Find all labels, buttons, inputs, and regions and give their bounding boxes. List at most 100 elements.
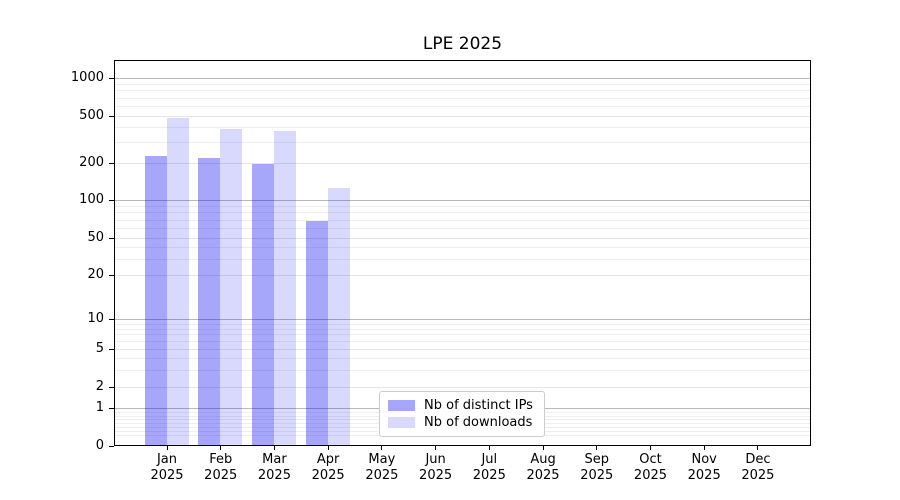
x-tick-label-mar: Mar 2025 <box>247 452 301 483</box>
x-tick-label-line: Jan <box>156 452 178 467</box>
x-tick-label-line: 2025 <box>365 467 399 483</box>
x-tick-label-line: Dec <box>745 452 771 467</box>
x-tick-label-line: Feb <box>209 452 233 467</box>
x-tick-jan <box>166 446 168 450</box>
x-tick-apr <box>327 446 329 450</box>
x-tick-label-oct: Oct 2025 <box>623 452 677 483</box>
y-tick-label-2: 2 <box>95 379 104 394</box>
gridline-minor <box>115 127 810 129</box>
legend-label-distinct-ips: Nb of distinct IPs <box>424 398 533 413</box>
gridline-2 <box>115 387 810 388</box>
gridline-5 <box>115 349 810 350</box>
bar-nb-of-distinct-ips-feb <box>198 158 221 445</box>
y-tick-label-50: 50 <box>87 230 104 245</box>
x-tick-oct <box>649 446 651 450</box>
x-tick-label-jul: Jul 2025 <box>462 452 516 483</box>
gridline-minor <box>115 219 810 221</box>
x-tick-feb <box>220 446 222 450</box>
x-tick-sep <box>596 446 598 450</box>
x-tick-label-line: May <box>368 452 396 467</box>
chart-title: LPE 2025 <box>422 34 503 54</box>
gridline-200 <box>115 163 810 164</box>
gridline-minor <box>115 90 810 92</box>
gridline-minor <box>115 341 810 343</box>
y-tick-1000 <box>109 77 114 79</box>
x-tick-dec <box>757 446 759 450</box>
gridline-minor <box>115 334 810 336</box>
y-tick-label-10: 10 <box>87 311 104 326</box>
x-tick-label-line: Sep <box>584 452 609 467</box>
bar-nb-of-distinct-ips-apr <box>305 221 328 445</box>
x-tick-may <box>381 446 383 450</box>
gridline-1000 <box>115 78 810 79</box>
x-tick-label-line: Mar <box>262 452 287 467</box>
x-tick-nov <box>703 446 705 450</box>
gridline-100 <box>115 200 810 201</box>
x-tick-label-line: Jun <box>425 452 446 467</box>
bar-nb-of-distinct-ips-jan <box>144 155 167 445</box>
x-tick-label-apr: Apr 2025 <box>301 452 355 483</box>
x-tick-label-line: 2025 <box>526 467 560 483</box>
x-tick-label-feb: Feb 2025 <box>194 452 248 483</box>
gridline-minor <box>115 212 810 214</box>
x-tick-label-line: 2025 <box>257 467 291 483</box>
gridline-minor <box>115 358 810 360</box>
x-tick-label-dec: Dec 2025 <box>731 452 785 483</box>
y-tick-label-1000: 1000 <box>70 70 104 85</box>
plot-area <box>114 60 811 446</box>
y-tick-50 <box>109 237 114 239</box>
gridline-minor <box>115 205 810 207</box>
y-tick-label-1: 1 <box>95 400 104 415</box>
y-tick-100 <box>109 199 114 201</box>
x-tick-label-line: Oct <box>639 452 662 467</box>
bar-nb-of-downloads-mar <box>273 131 296 445</box>
x-tick-aug <box>542 446 544 450</box>
gridline-minor <box>115 83 810 85</box>
gridline-minor <box>115 323 810 325</box>
x-tick-label-line: 2025 <box>472 467 506 483</box>
x-tick-label-line: Apr <box>316 452 340 467</box>
y-tick-5 <box>109 348 114 350</box>
y-tick-label-0: 0 <box>95 438 104 453</box>
y-tick-20 <box>109 274 114 276</box>
y-tick-label-100: 100 <box>79 192 104 207</box>
gridline-minor <box>115 370 810 372</box>
legend-swatch-downloads-icon <box>388 417 415 428</box>
gridline-500 <box>115 116 810 117</box>
legend: Nb of distinct IPs Nb of downloads <box>379 391 545 437</box>
gridline-minor <box>115 328 810 330</box>
y-tick-label-200: 200 <box>79 155 104 170</box>
x-tick-label-line: 2025 <box>150 467 184 483</box>
bar-nb-of-downloads-feb <box>220 128 243 445</box>
y-tick-label-20: 20 <box>87 267 104 282</box>
bar-nb-of-distinct-ips-mar <box>251 164 274 445</box>
y-tick-label-500: 500 <box>79 108 104 123</box>
x-tick-label-line: 2025 <box>311 467 345 483</box>
legend-swatch-distinct-ips-icon <box>388 400 415 411</box>
y-tick-200 <box>109 162 114 164</box>
x-tick-label-line: 2025 <box>633 467 668 483</box>
x-tick-label-line: Aug <box>530 452 556 467</box>
x-tick-mar <box>273 446 275 450</box>
y-tick-1 <box>109 407 114 409</box>
legend-label-downloads: Nb of downloads <box>424 415 533 430</box>
x-tick-label-line: Jul <box>481 452 498 467</box>
gridline-minor <box>115 247 810 248</box>
x-tick-label-line: 2025 <box>741 467 775 483</box>
x-tick-label-sep: Sep 2025 <box>570 452 624 483</box>
y-tick-label-5: 5 <box>95 341 104 356</box>
gridline-minor <box>115 142 810 144</box>
x-tick-label-aug: Aug 2025 <box>516 452 570 483</box>
y-tick-10 <box>109 318 114 320</box>
gridline-20 <box>115 275 810 276</box>
legend-item-downloads: Nb of downloads <box>388 414 536 431</box>
x-tick-label-nov: Nov 2025 <box>677 452 731 483</box>
x-tick-jun <box>435 446 437 450</box>
x-tick-label-jun: Jun 2025 <box>409 452 463 483</box>
gridline-minor <box>115 97 810 99</box>
gridline-10 <box>115 319 810 320</box>
bar-nb-of-downloads-jan <box>166 118 189 445</box>
y-tick-500 <box>109 115 114 117</box>
y-tick-2 <box>109 386 114 388</box>
